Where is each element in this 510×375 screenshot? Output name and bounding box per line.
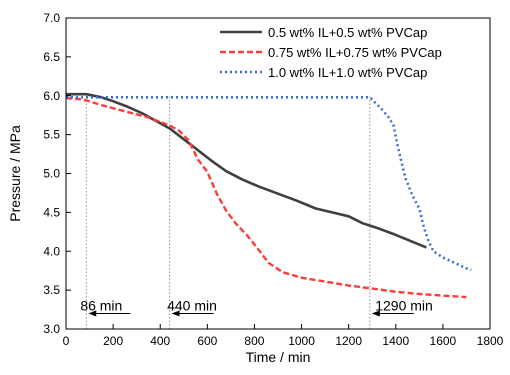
annotation-label: 1290 min xyxy=(375,298,433,314)
x-tick-label: 1600 xyxy=(430,334,457,348)
y-tick-label: 3.0 xyxy=(43,322,60,336)
x-axis-title: Time / min xyxy=(246,349,311,365)
series-layer xyxy=(65,92,472,299)
y-tick-label: 6.0 xyxy=(43,89,60,103)
y-tick-label: 4.0 xyxy=(43,244,60,258)
y-tick-label: 5.5 xyxy=(43,128,60,142)
y-tick-label: 3.5 xyxy=(43,283,60,297)
series-line-2 xyxy=(65,96,467,299)
x-tick-label: 1400 xyxy=(382,334,409,348)
y-tick-label: 5.0 xyxy=(43,167,60,181)
x-tick-label: 0 xyxy=(63,334,70,348)
x-tick-label: 400 xyxy=(150,334,170,348)
axis-layer: 0 200 400 600 800 1000 1200 1400 1600 1800 3.0 3.5 4… xyxy=(43,11,503,348)
annotation-layer: 86 min 440 min 1290 min xyxy=(80,94,433,329)
x-tick-label: 1200 xyxy=(335,334,362,348)
y-tick-label: 6.5 xyxy=(43,50,60,64)
x-tick-label: 600 xyxy=(197,334,217,348)
annotation-label: 440 min xyxy=(167,298,217,314)
x-tick-label: 200 xyxy=(103,334,123,348)
x-tick-label: 1800 xyxy=(477,334,504,348)
annotation-label: 86 min xyxy=(80,298,122,314)
legend-label-2: 0.75 wt% IL+0.75 wt% PVCap xyxy=(268,45,442,60)
series-line-3 xyxy=(66,96,472,272)
y-axis-title: Pressure / MPa xyxy=(7,125,23,222)
x-tick-label: 1000 xyxy=(288,334,315,348)
legend: 0.5 wt% IL+0.5 wt% PVCap 0.75 wt% IL+0.75… xyxy=(220,25,442,80)
y-tick-label: 7.0 xyxy=(43,11,60,25)
series-line-1 xyxy=(66,92,427,249)
legend-label-3: 1.0 wt% IL+1.0 wt% PVCap xyxy=(268,65,427,80)
x-tick-label: 800 xyxy=(244,334,264,348)
y-tick-label: 4.5 xyxy=(43,205,60,219)
legend-label-1: 0.5 wt% IL+0.5 wt% PVCap xyxy=(268,25,427,40)
